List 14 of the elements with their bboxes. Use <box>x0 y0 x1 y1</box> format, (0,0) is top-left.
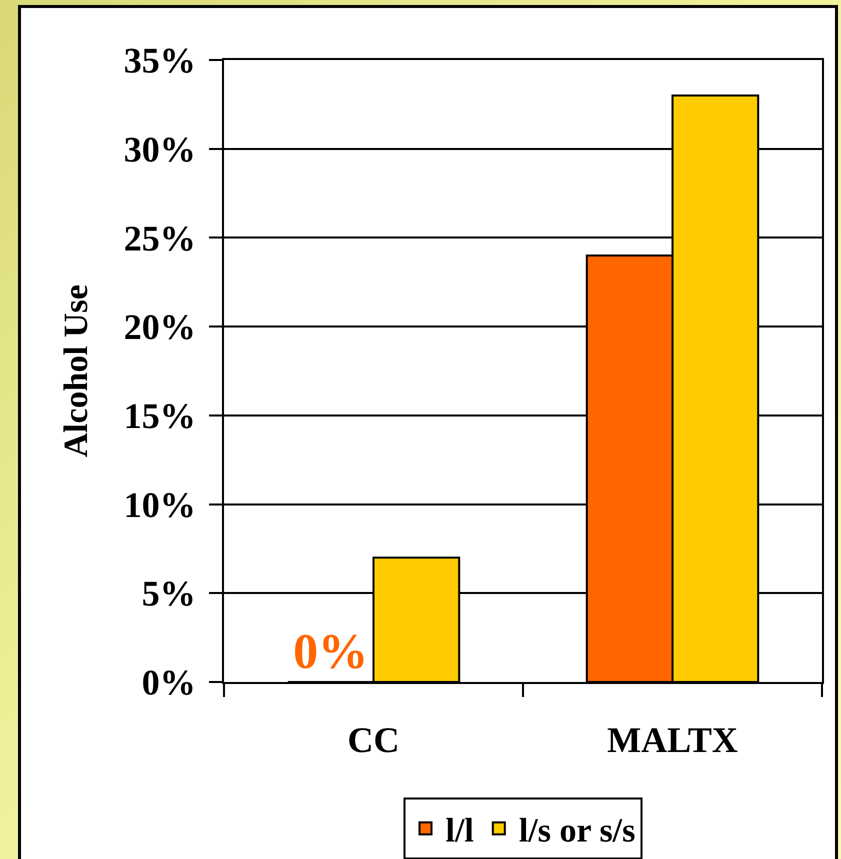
y-tick-label: 35% <box>124 40 196 81</box>
y-tick-label: 15% <box>124 396 196 436</box>
y-tick-label: 30% <box>124 129 196 170</box>
y-axis-title: Alcohol Use <box>58 284 95 458</box>
x-tick-label: MALTX <box>607 720 738 760</box>
x-tick-label: CC <box>348 720 400 760</box>
y-tick-label: 25% <box>124 218 196 258</box>
legend-label: l/s or s/s <box>518 812 636 850</box>
y-tick-label: 0% <box>142 662 196 703</box>
y-tick-label: 5% <box>142 574 196 614</box>
y-tick-label: 20% <box>124 307 196 348</box>
y-tick-label: 10% <box>124 484 196 525</box>
data-label: 0% <box>293 623 368 679</box>
legend-label: l/l <box>446 812 474 850</box>
